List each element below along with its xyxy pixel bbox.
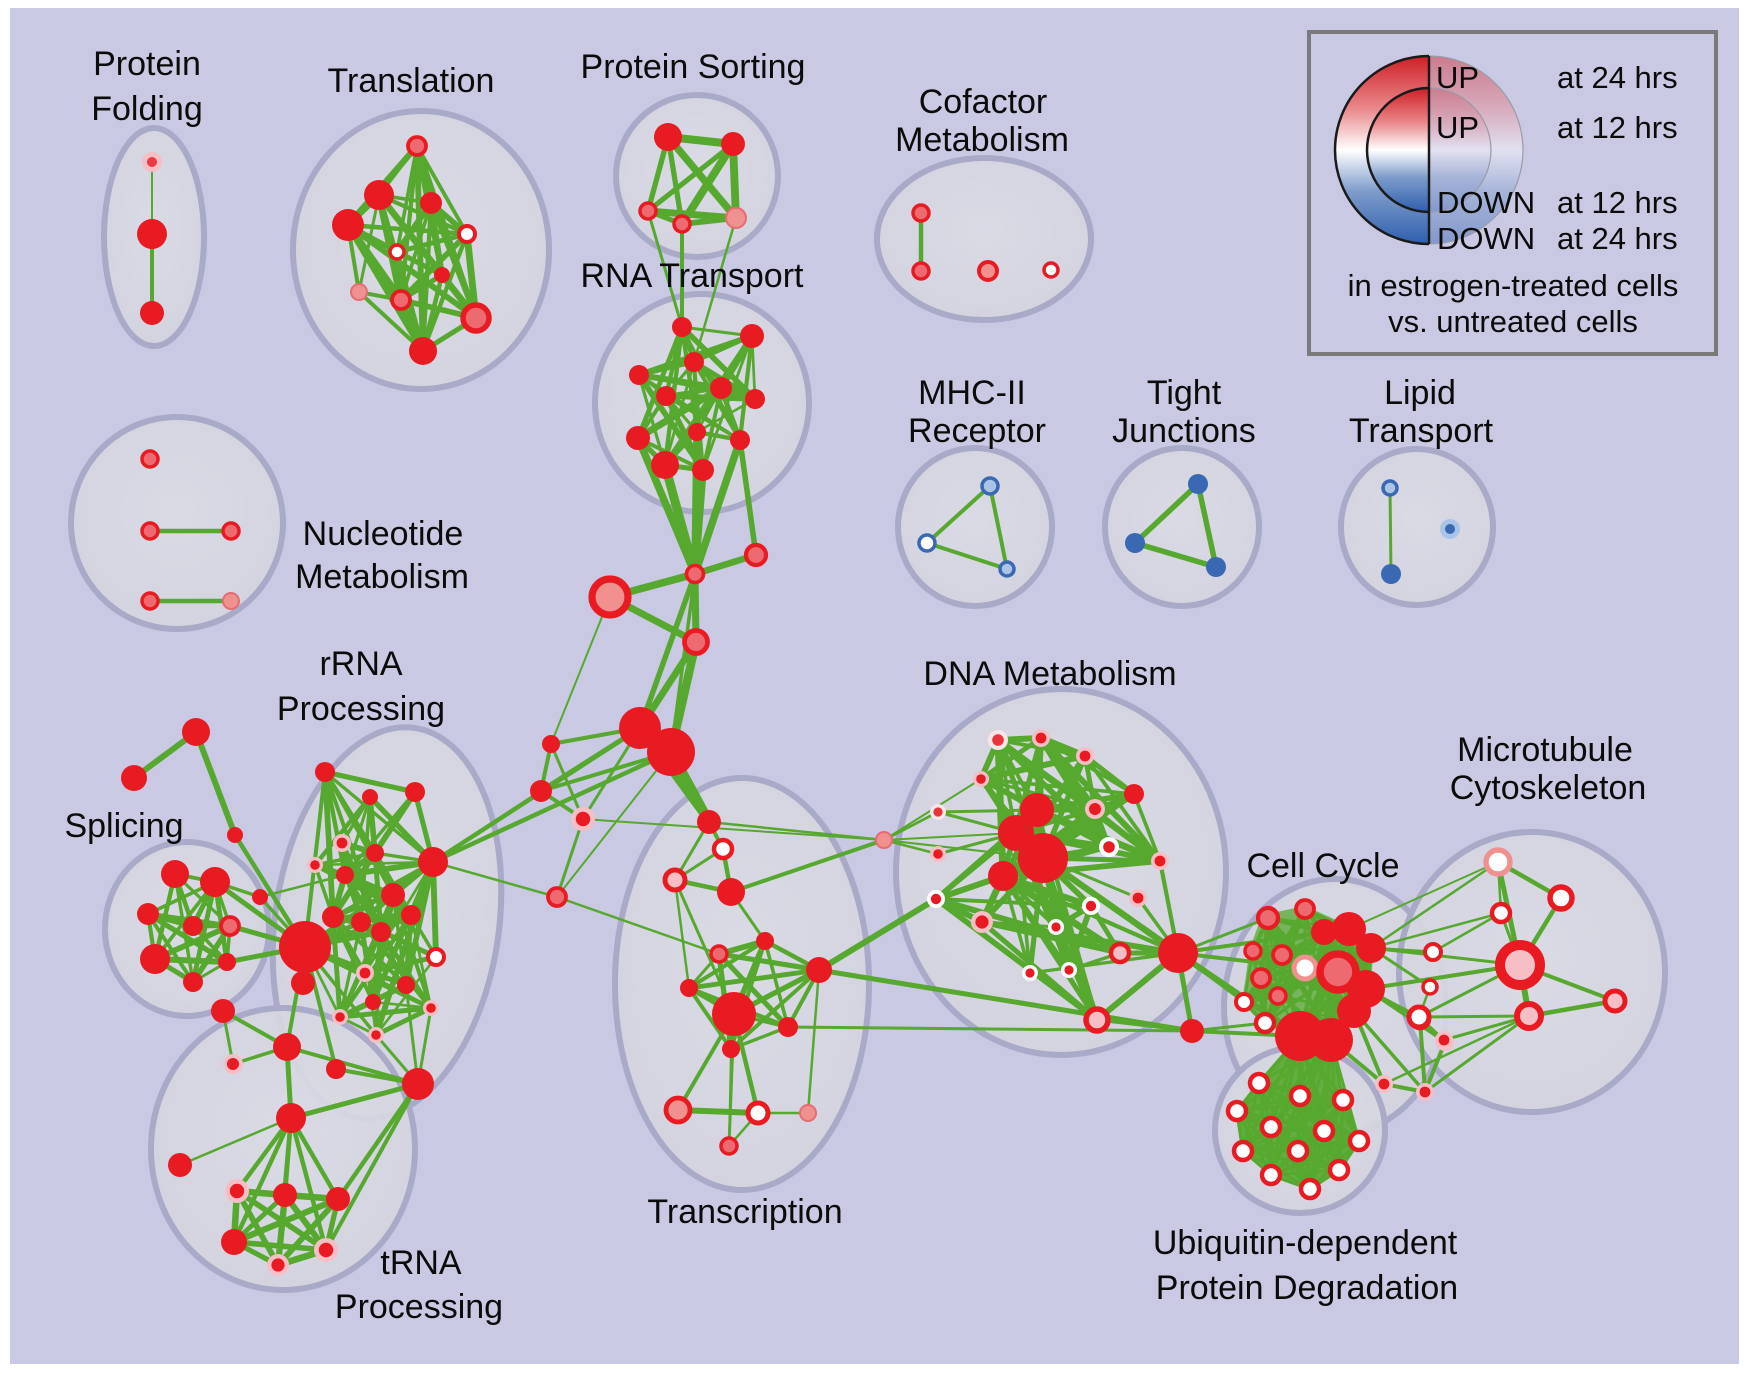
svg-text:Cell Cycle: Cell Cycle — [1246, 847, 1399, 885]
svg-text:Processing: Processing — [335, 1288, 503, 1326]
svg-text:UP: UP — [1436, 60, 1479, 95]
svg-text:Protein: Protein — [93, 45, 201, 83]
svg-text:UP: UP — [1436, 110, 1479, 145]
svg-text:Metabolism: Metabolism — [295, 558, 469, 596]
svg-text:vs. untreated cells: vs. untreated cells — [1388, 304, 1638, 339]
svg-text:tRNA: tRNA — [380, 1244, 462, 1282]
svg-text:DOWN: DOWN — [1437, 185, 1535, 220]
svg-text:DOWN: DOWN — [1437, 221, 1535, 256]
svg-text:at 12 hrs: at 12 hrs — [1557, 110, 1678, 145]
svg-text:rRNA: rRNA — [319, 645, 402, 683]
svg-text:Processing: Processing — [277, 690, 445, 728]
svg-text:Transport: Transport — [1349, 412, 1494, 450]
svg-text:Tight: Tight — [1147, 374, 1222, 412]
svg-text:in estrogen-treated cells: in estrogen-treated cells — [1348, 268, 1679, 303]
svg-text:Microtubule: Microtubule — [1457, 731, 1633, 769]
svg-text:Protein Sorting: Protein Sorting — [581, 48, 806, 86]
svg-text:at 24 hrs: at 24 hrs — [1557, 221, 1678, 256]
svg-text:Cytoskeleton: Cytoskeleton — [1450, 769, 1647, 807]
svg-text:Ubiquitin-dependent: Ubiquitin-dependent — [1153, 1224, 1458, 1262]
svg-text:Folding: Folding — [91, 90, 203, 128]
svg-text:DNA Metabolism: DNA Metabolism — [923, 655, 1176, 693]
svg-text:Transcription: Transcription — [647, 1193, 842, 1231]
svg-text:Protein Degradation: Protein Degradation — [1156, 1269, 1458, 1307]
svg-text:Cofactor: Cofactor — [919, 83, 1048, 121]
svg-text:RNA Transport: RNA Transport — [581, 257, 805, 295]
svg-text:Junctions: Junctions — [1112, 412, 1256, 450]
svg-text:MHC-II: MHC-II — [918, 374, 1026, 412]
svg-text:Receptor: Receptor — [908, 412, 1046, 450]
svg-text:Translation: Translation — [328, 62, 495, 100]
svg-text:at 24 hrs: at 24 hrs — [1557, 60, 1678, 95]
svg-text:Splicing: Splicing — [64, 807, 183, 845]
svg-text:Lipid: Lipid — [1384, 374, 1456, 412]
svg-text:Nucleotide: Nucleotide — [303, 515, 464, 553]
svg-text:at 12 hrs: at 12 hrs — [1557, 185, 1678, 220]
svg-text:Metabolism: Metabolism — [895, 121, 1069, 159]
